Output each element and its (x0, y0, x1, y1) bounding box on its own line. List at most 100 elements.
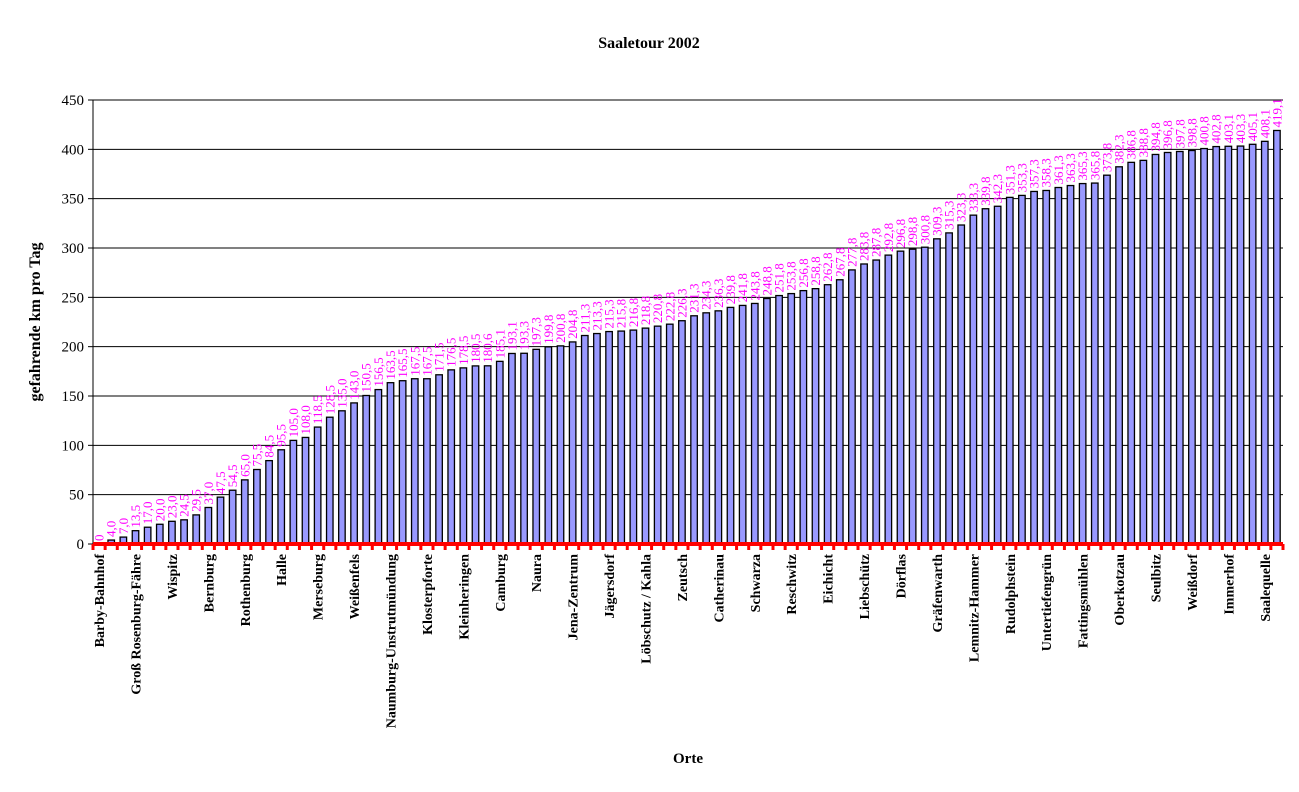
bar (605, 330, 613, 545)
x-tick-label: Schwarza (749, 554, 764, 612)
x-tick-label: Naura (530, 554, 545, 592)
x-tick-label: Immerhof (1222, 554, 1237, 615)
bar (799, 289, 808, 545)
data-label: 292,8 (881, 223, 896, 252)
bar (155, 523, 164, 545)
bar (1018, 194, 1026, 545)
data-label: 220,8 (650, 294, 665, 323)
data-label: 342,3 (990, 174, 1005, 203)
data-label: 167,5 (407, 346, 422, 375)
data-label: 180,5 (468, 334, 483, 363)
x-tick-label: Gräfenwarth (931, 554, 946, 633)
bar (1030, 190, 1038, 545)
data-label: 143,0 (347, 371, 362, 400)
bar (398, 380, 407, 545)
data-label: 216,8 (626, 298, 641, 327)
bar (981, 208, 990, 545)
x-tick-label: Merseburg (312, 554, 327, 620)
data-label: 105,0 (286, 408, 301, 437)
data-label: 128,5 (322, 385, 337, 414)
bar (313, 426, 322, 545)
bar (1163, 151, 1172, 545)
bar (1273, 129, 1281, 545)
x-tick-label: Wispitz (166, 554, 181, 600)
data-label: 402,8 (1209, 114, 1224, 143)
data-label: 365,8 (1087, 151, 1102, 180)
bar (410, 378, 419, 545)
bar (544, 346, 553, 545)
data-label: 197,3 (529, 317, 544, 346)
data-label: 296,8 (893, 219, 908, 248)
data-label: 339,8 (978, 176, 993, 205)
data-label: 258,8 (808, 256, 823, 285)
y-tick-label: 350 (62, 192, 85, 208)
bar (787, 292, 796, 545)
data-label: 323,3 (954, 193, 969, 222)
bar (1248, 143, 1257, 545)
bar (823, 284, 832, 545)
data-label: 405,1 (1245, 112, 1260, 141)
bar (1212, 145, 1221, 545)
bar (690, 315, 698, 545)
x-tick-label: Liebschütz (858, 554, 873, 619)
bar (714, 310, 723, 545)
bar (520, 352, 528, 545)
bar (1175, 150, 1184, 545)
data-label: 351,3 (1002, 165, 1017, 194)
bar (1139, 159, 1148, 545)
bars (107, 129, 1281, 545)
bar (1078, 182, 1087, 545)
bar (168, 520, 176, 545)
data-label: 13,5 (128, 505, 143, 528)
bar (386, 382, 395, 545)
x-tick-label: Lemnitz-Hammer (967, 554, 982, 662)
data-label: 29,5 (189, 489, 204, 512)
data-label: 357,3 (1027, 159, 1042, 188)
bar (423, 378, 431, 545)
x-tick-label: Klosterpforte (421, 554, 436, 635)
data-label: 361,3 (1051, 155, 1066, 184)
bar (1200, 147, 1208, 545)
data-label: 218,8 (638, 296, 653, 325)
data-label: 17,0 (140, 501, 155, 524)
data-label: 231,3 (687, 284, 702, 313)
chart-title: Saaletour 2002 (598, 35, 699, 52)
data-label: 23,0 (164, 496, 179, 519)
data-label: 95,5 (274, 424, 289, 447)
x-tick-label: Eichicht (822, 554, 837, 604)
bar (835, 279, 844, 545)
y-tick-label: 150 (62, 389, 85, 405)
y-axis-label: gefahrende km pro Tag (27, 243, 44, 402)
data-label: 256,8 (796, 258, 811, 287)
bar (848, 269, 856, 545)
data-label: 287,8 (869, 228, 884, 257)
data-label: 193,1 (504, 321, 519, 350)
bar (192, 514, 201, 545)
x-tick-label: Oberkotzau (1113, 554, 1128, 626)
y-axis-ticks: 0 50 100 150 200 250 300 350 400 450 (62, 93, 94, 553)
bar (495, 360, 504, 545)
data-label: 211,3 (577, 304, 592, 333)
x-tick-label: Catherinau (712, 554, 727, 623)
bar (678, 320, 686, 545)
bar (362, 394, 371, 545)
x-tick-label: Dörflas (895, 553, 910, 598)
bar (435, 374, 443, 545)
bar (1090, 182, 1099, 545)
data-label: 398,8 (1184, 118, 1199, 147)
data-label: 309,3 (929, 207, 944, 236)
bar (969, 214, 978, 545)
y-tick-label: 450 (62, 93, 85, 109)
data-label: 65,0 (237, 454, 252, 477)
data-label: 239,8 (723, 275, 738, 304)
data-label: 363,3 (1063, 153, 1078, 182)
bar (896, 250, 905, 545)
bar (1066, 184, 1075, 545)
bar (1224, 145, 1233, 545)
data-label: 165,5 (395, 348, 410, 377)
data-label: 7,0 (116, 518, 131, 534)
data-label: 388,8 (1136, 128, 1151, 157)
bar (483, 365, 492, 545)
bar (629, 329, 638, 545)
data-label: 243,8 (747, 271, 762, 300)
